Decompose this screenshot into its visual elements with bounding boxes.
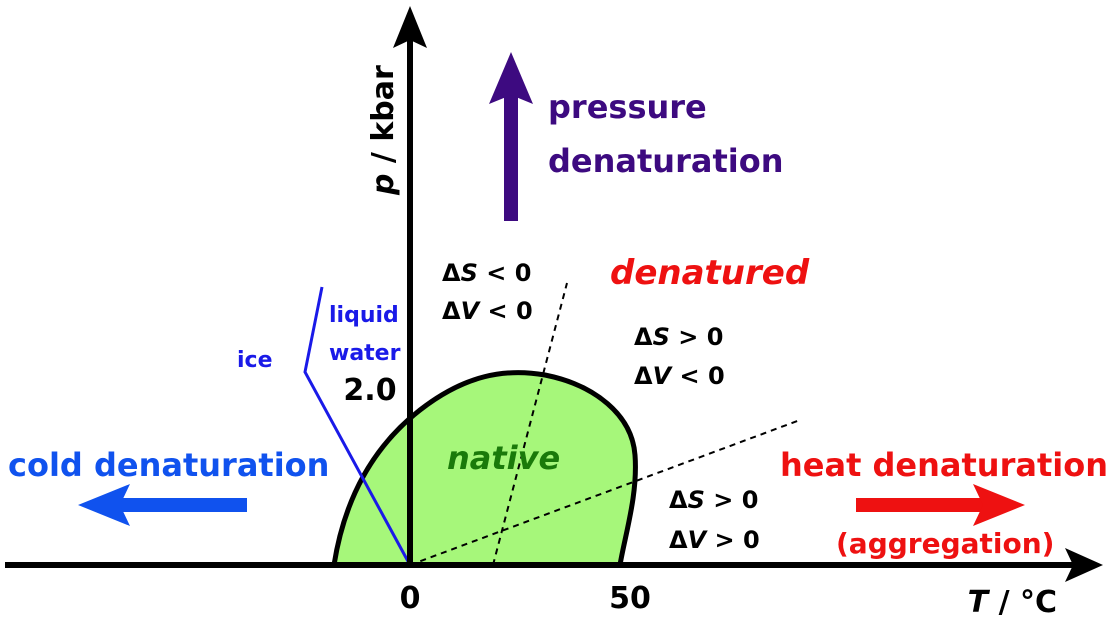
x-axis-label: T / °C (968, 585, 1057, 619)
cold-arrow-shaft (112, 498, 247, 512)
denatured-label: denatured (610, 253, 810, 293)
dashed-line-steep (492, 282, 568, 566)
native-label: native (447, 439, 560, 477)
heat-note: (aggregation) (836, 527, 1054, 560)
x-tick-0: 0 (400, 581, 421, 616)
heat-label: heat denaturation (780, 446, 1106, 484)
y-axis-arrowhead (393, 6, 427, 48)
cold-arrow-head (78, 484, 130, 526)
heat-arrow-shaft (856, 498, 991, 512)
dashed-line-shallow (409, 419, 801, 566)
cold-label: cold denaturation (8, 446, 329, 484)
thermo-lr-volume: ΔV > 0 (669, 526, 760, 554)
pressure-label-line1: pressure (548, 88, 707, 126)
x-tick-50: 50 (609, 581, 651, 616)
pressure-arrow-shaft (504, 95, 518, 221)
water-phase-line (303, 286, 412, 566)
y-axis-label: p / kbar (366, 65, 401, 196)
pressure-arrow-head (489, 52, 533, 104)
pressure-label-line2: denaturation (548, 142, 783, 180)
thermo-ul-entropy: ΔS < 0 (442, 259, 531, 287)
thermo-lr-entropy: ΔS > 0 (669, 486, 758, 514)
heat-arrow-head (973, 484, 1025, 526)
x-axis-arrowhead (1065, 548, 1103, 582)
liquid-label-line1: liquid (329, 303, 399, 328)
liquid-label-line2: water (329, 341, 401, 366)
thermo-ur-entropy: ΔS > 0 (634, 323, 723, 351)
y-tick-2: 2.0 (343, 373, 396, 408)
thermo-ur-volume: ΔV < 0 (634, 362, 725, 390)
ice-label: ice (237, 348, 273, 373)
thermo-ul-volume: ΔV < 0 (442, 297, 533, 325)
